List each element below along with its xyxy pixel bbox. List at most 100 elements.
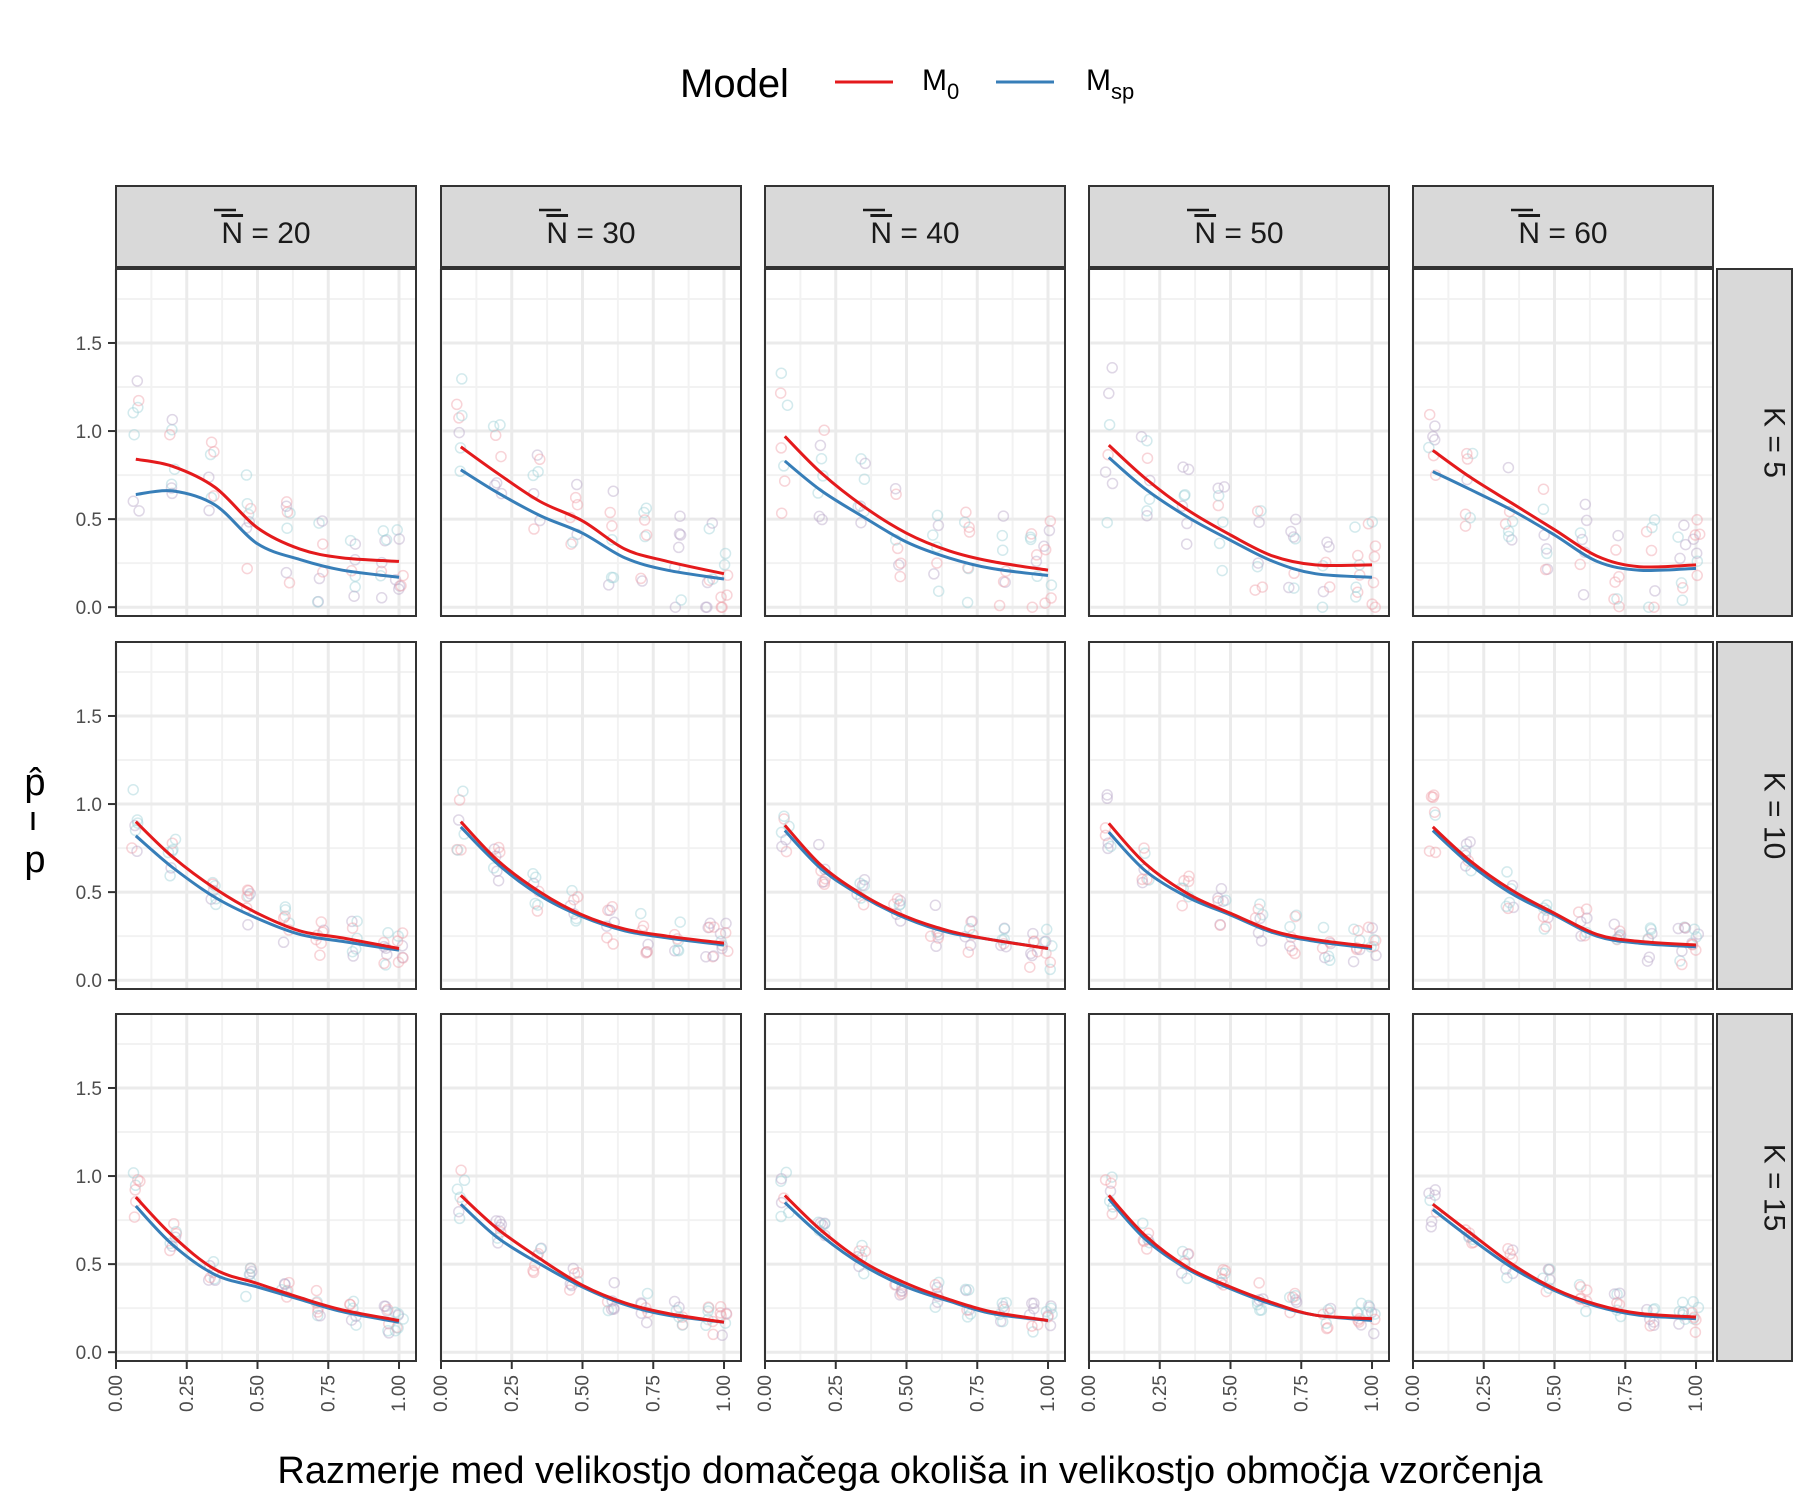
x-tick-label: 1.00 <box>1038 1375 1059 1412</box>
data-point <box>1675 577 1688 589</box>
data-point <box>720 1307 733 1320</box>
data-point <box>1608 918 1621 930</box>
data-point <box>640 946 653 958</box>
data-point <box>1366 598 1378 610</box>
data-point <box>1181 517 1193 530</box>
data-point <box>167 843 179 856</box>
data-point <box>346 945 359 958</box>
data-point <box>1691 569 1703 582</box>
data-point <box>894 898 906 910</box>
series-line-msp <box>783 459 1049 577</box>
data-point <box>1692 928 1705 940</box>
data-point <box>889 482 902 495</box>
data-point <box>348 590 360 602</box>
data-point <box>315 916 328 928</box>
y-tick-label: 1.5 <box>76 334 102 355</box>
data-point <box>1141 452 1154 464</box>
data-point <box>1175 1267 1188 1279</box>
data-point <box>1101 516 1113 529</box>
data-point <box>527 868 539 880</box>
data-point <box>279 901 292 913</box>
data-point <box>1141 509 1153 522</box>
data-point <box>1000 1296 1012 1309</box>
data-point <box>1176 1245 1189 1258</box>
data-point <box>1217 516 1229 528</box>
data-point <box>1608 1288 1621 1300</box>
data-point <box>1141 435 1153 447</box>
data-point <box>1182 463 1195 476</box>
data-point <box>316 515 329 527</box>
panel-border <box>115 1013 417 1362</box>
data-point <box>1541 563 1554 575</box>
data-point <box>391 935 404 947</box>
data-point <box>1540 920 1552 933</box>
data-point <box>673 1301 685 1313</box>
data-point <box>1024 531 1037 543</box>
data-point <box>1028 1297 1040 1309</box>
data-point <box>998 923 1011 935</box>
panel-background <box>116 269 416 616</box>
data-point <box>668 1295 681 1308</box>
data-point <box>129 824 142 837</box>
series-line-msp <box>1432 470 1697 572</box>
data-point <box>1672 922 1685 935</box>
data-point <box>568 1267 581 1280</box>
panel-border <box>440 641 742 990</box>
data-point <box>314 1310 326 1322</box>
data-point <box>1256 581 1269 593</box>
data-point <box>1610 544 1622 556</box>
data-point <box>676 1319 689 1331</box>
data-point <box>571 498 584 511</box>
data-point <box>819 1217 831 1230</box>
data-point <box>1287 1291 1299 1304</box>
data-point <box>858 473 871 485</box>
data-point <box>1352 549 1364 562</box>
series-line-m0 <box>1107 1194 1373 1321</box>
data-point <box>775 507 788 519</box>
data-point <box>924 930 937 943</box>
panel-r2-c2 <box>439 641 742 990</box>
data-point <box>395 579 407 592</box>
data-point <box>673 528 686 540</box>
data-point <box>379 534 391 547</box>
data-point <box>716 601 728 613</box>
panel-r1-c5 <box>1411 268 1714 617</box>
data-point <box>527 469 539 482</box>
data-point <box>1212 895 1224 907</box>
data-point <box>311 1309 324 1322</box>
data-point <box>131 375 144 387</box>
data-point <box>1608 593 1620 605</box>
data-point <box>775 367 788 379</box>
data-point <box>1212 489 1225 502</box>
data-point <box>1144 474 1156 487</box>
x-tick-label: 1.00 <box>714 1375 735 1412</box>
data-point <box>133 505 145 517</box>
data-point <box>1180 538 1193 550</box>
data-point <box>1611 1297 1623 1309</box>
data-point <box>492 874 505 887</box>
data-point <box>1316 601 1329 613</box>
data-point <box>1504 1248 1516 1260</box>
data-point <box>1320 1322 1333 1335</box>
data-point <box>927 529 939 541</box>
data-point <box>929 1301 942 1313</box>
data-point <box>775 442 787 454</box>
data-point <box>1038 540 1050 553</box>
data-point <box>929 1279 942 1291</box>
data-point <box>856 879 869 891</box>
data-point <box>703 574 716 586</box>
x-tick-label: 0.50 <box>248 1375 269 1412</box>
data-point <box>1609 576 1621 588</box>
series-line-msp <box>1431 1208 1697 1321</box>
data-point <box>379 1300 392 1313</box>
data-point <box>1135 430 1148 443</box>
x-tick-label: 0.25 <box>1150 1375 1171 1412</box>
data-point <box>1351 586 1364 598</box>
data-point <box>165 478 178 490</box>
data-point <box>1256 908 1269 921</box>
panel-border <box>115 268 417 617</box>
data-point <box>1253 516 1265 528</box>
data-point <box>382 927 394 939</box>
data-point <box>451 843 463 856</box>
data-point <box>818 878 831 891</box>
